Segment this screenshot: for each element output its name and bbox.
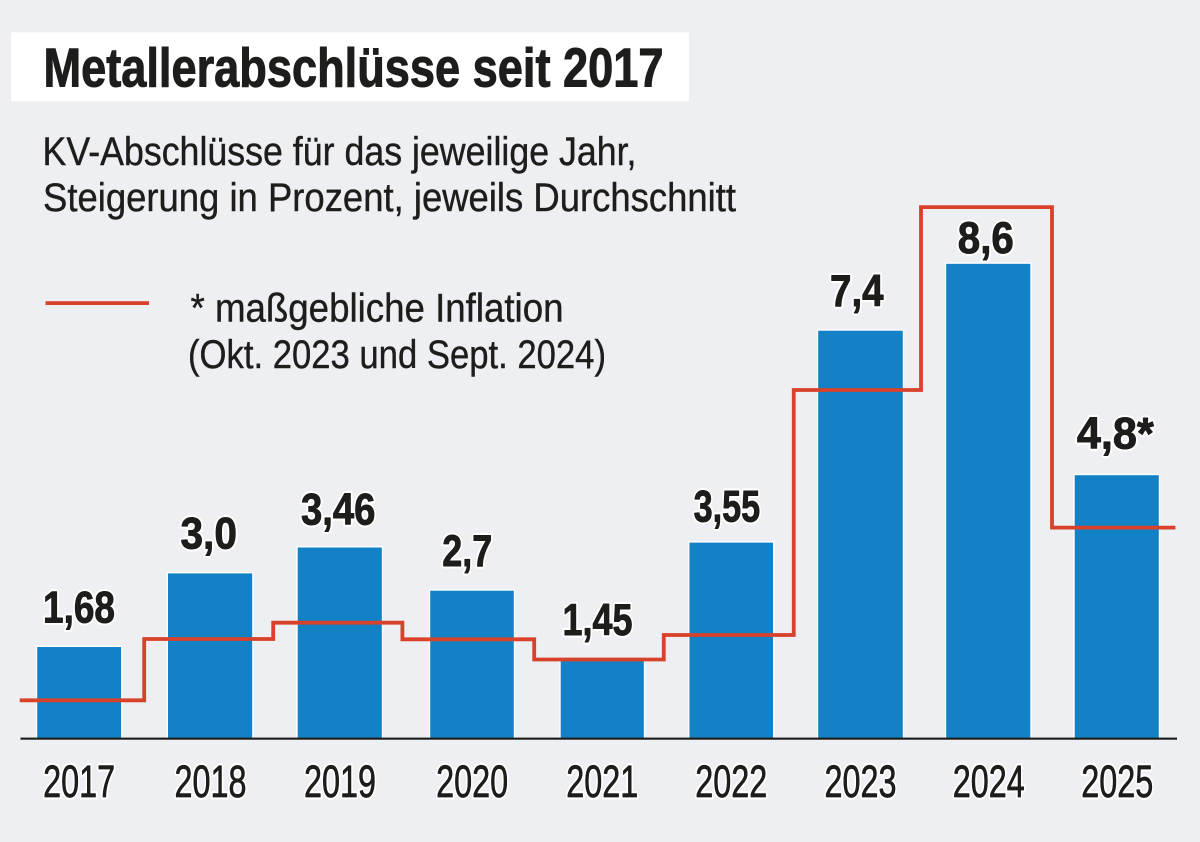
svg-text:2022: 2022 bbox=[695, 756, 767, 807]
svg-text:1,68: 1,68 bbox=[43, 584, 115, 633]
svg-text:2024: 2024 bbox=[953, 756, 1025, 807]
svg-text:4,8*: 4,8* bbox=[1077, 409, 1155, 458]
svg-text:2019: 2019 bbox=[304, 756, 376, 807]
svg-text:2022: 2022 bbox=[695, 756, 767, 807]
svg-text:2023: 2023 bbox=[825, 756, 897, 807]
svg-text:3,0: 3,0 bbox=[180, 510, 237, 559]
svg-text:2021: 2021 bbox=[566, 756, 638, 807]
svg-text:* maßgebliche Inflation: * maßgebliche Inflation bbox=[191, 285, 564, 330]
svg-text:1,45: 1,45 bbox=[563, 596, 633, 645]
svg-text:2020: 2020 bbox=[436, 756, 508, 807]
svg-text:2023: 2023 bbox=[825, 756, 897, 807]
svg-text:4,8*: 4,8* bbox=[1077, 409, 1155, 458]
svg-text:1,68: 1,68 bbox=[43, 584, 115, 633]
svg-text:(Okt. 2023 und Sept. 2024): (Okt. 2023 und Sept. 2024) bbox=[188, 332, 606, 377]
svg-text:2021: 2021 bbox=[566, 756, 638, 807]
svg-text:2024: 2024 bbox=[953, 756, 1025, 807]
svg-text:KV-Abschlüsse für das jeweilig: KV-Abschlüsse für das jeweilige Jahr, bbox=[43, 129, 637, 174]
svg-text:2018: 2018 bbox=[175, 756, 247, 807]
svg-text:2017: 2017 bbox=[43, 756, 115, 807]
svg-text:Metallerabschlüsse seit 2017: Metallerabschlüsse seit 2017 bbox=[44, 37, 664, 99]
svg-text:2020: 2020 bbox=[436, 756, 508, 807]
svg-text:2025: 2025 bbox=[1081, 756, 1153, 807]
svg-text:7,4: 7,4 bbox=[830, 267, 884, 316]
svg-text:2017: 2017 bbox=[43, 756, 115, 807]
svg-text:1,45: 1,45 bbox=[563, 596, 633, 645]
svg-text:3,46: 3,46 bbox=[301, 486, 376, 535]
svg-text:2019: 2019 bbox=[304, 756, 376, 807]
svg-text:3,55: 3,55 bbox=[694, 482, 761, 531]
svg-text:2025: 2025 bbox=[1081, 756, 1153, 807]
svg-text:2,7: 2,7 bbox=[442, 527, 492, 576]
svg-text:3,55: 3,55 bbox=[694, 482, 761, 531]
svg-text:8,6: 8,6 bbox=[958, 214, 1014, 263]
svg-text:8,6: 8,6 bbox=[958, 214, 1014, 263]
svg-text:3,0: 3,0 bbox=[180, 510, 237, 559]
svg-text:7,4: 7,4 bbox=[830, 267, 884, 316]
svg-text:Steigerung in Prozent, jeweils: Steigerung in Prozent, jeweils Durchschn… bbox=[43, 175, 736, 220]
svg-text:2,7: 2,7 bbox=[442, 527, 492, 576]
svg-text:3,46: 3,46 bbox=[301, 486, 376, 535]
svg-text:2018: 2018 bbox=[175, 756, 247, 807]
